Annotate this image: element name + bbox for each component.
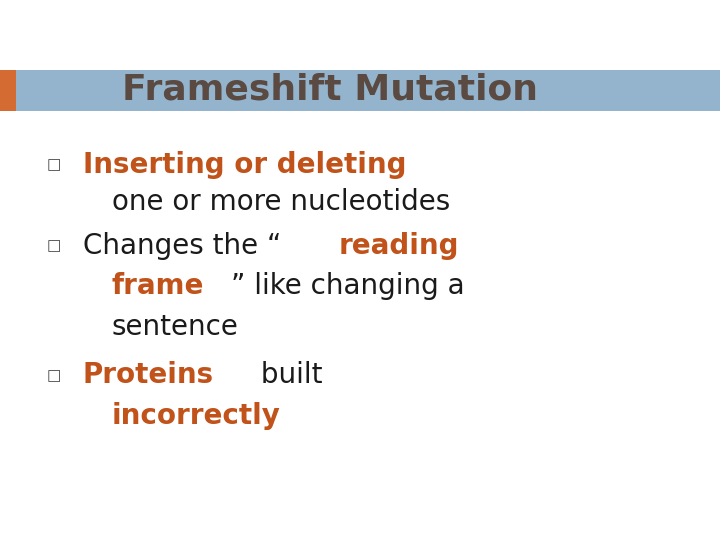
Text: □: □: [47, 238, 61, 253]
Text: one or more nucleotides: one or more nucleotides: [112, 188, 450, 217]
Text: reading: reading: [339, 232, 459, 260]
Text: built: built: [252, 361, 323, 389]
Bar: [0, 70, 720, 111]
Bar: [0, 70, 16, 111]
Text: Proteins: Proteins: [83, 361, 214, 389]
Text: Inserting or deleting: Inserting or deleting: [83, 151, 406, 179]
Text: □: □: [47, 368, 61, 383]
Text: incorrectly: incorrectly: [112, 402, 281, 430]
Text: □: □: [47, 157, 61, 172]
Text: sentence: sentence: [112, 313, 238, 341]
Text: ” like changing a: ” like changing a: [231, 272, 464, 300]
Text: Frameshift Mutation: Frameshift Mutation: [122, 72, 539, 106]
Text: frame: frame: [112, 272, 204, 300]
Text: Changes the “: Changes the “: [83, 232, 282, 260]
